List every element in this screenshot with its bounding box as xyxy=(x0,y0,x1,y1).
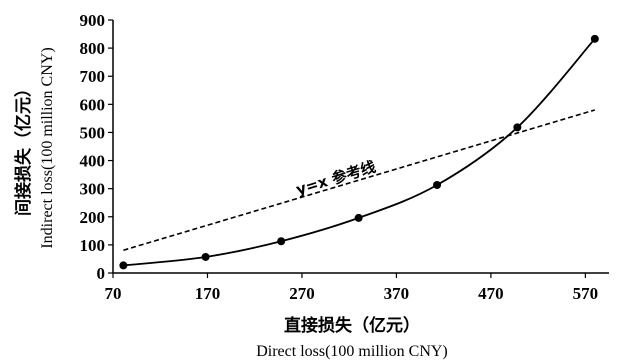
y-tick-label: 900 xyxy=(80,11,106,30)
x-tick-label: 470 xyxy=(478,284,504,303)
data-point xyxy=(119,261,128,270)
y-tick-label: 400 xyxy=(80,152,106,171)
y-tick-label: 100 xyxy=(80,236,106,255)
reference-line-label: y=x 参考线 xyxy=(294,158,378,199)
y-tick-label: 0 xyxy=(97,264,106,283)
y-tick-label: 500 xyxy=(80,123,106,142)
y-tick-labels: 0 100 200 300 400 500 600 700 800 900 xyxy=(80,11,106,283)
reference-line xyxy=(123,109,596,251)
x-tick-label: 70 xyxy=(105,284,122,303)
x-axis-title-en: Direct loss(100 million CNY) xyxy=(256,343,448,360)
axes xyxy=(108,19,609,278)
data-point xyxy=(513,123,522,132)
y-tick-label: 800 xyxy=(80,39,106,58)
y-tick-label: 200 xyxy=(80,208,106,227)
x-tick-labels: 70 170 270 370 470 570 xyxy=(105,284,599,303)
data-point xyxy=(277,237,286,246)
data-point xyxy=(433,181,442,190)
y-tick-label: 300 xyxy=(80,180,106,199)
x-tick-label: 270 xyxy=(289,284,315,303)
indirect-loss-line xyxy=(123,38,596,267)
data-point xyxy=(354,213,363,222)
x-tick-label: 170 xyxy=(195,284,221,303)
x-axis-title-cn: 直接损失（亿元） xyxy=(284,315,420,336)
series-layer xyxy=(119,34,599,270)
y-tick-label: 600 xyxy=(80,95,106,114)
y-axis-title-en: Indirect loss(100 million CNY) xyxy=(39,47,56,248)
data-point xyxy=(590,34,599,43)
y-tick-label: 700 xyxy=(80,67,106,86)
x-tick-label: 370 xyxy=(384,284,410,303)
x-tick-label: 570 xyxy=(573,284,599,303)
y-axis-title-cn: 间接损失（亿元） xyxy=(13,80,34,216)
data-point xyxy=(201,252,210,261)
